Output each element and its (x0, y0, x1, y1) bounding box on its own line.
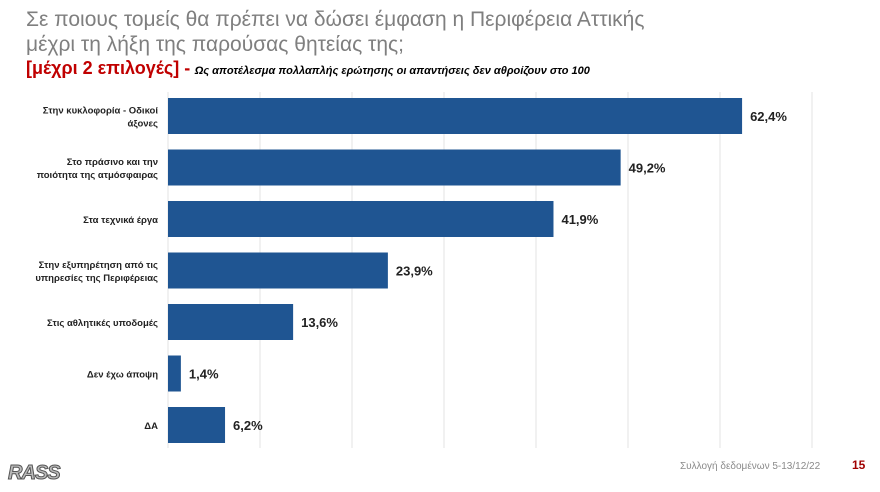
category-label: Στην κυκλοφορία - Οδικοί (43, 106, 159, 117)
category-label: ΔΑ (144, 421, 158, 432)
category-label: Στα τεχνικά έργα (83, 215, 158, 226)
data-label: 23,9% (396, 264, 433, 279)
category-label: άξονες (128, 119, 159, 130)
title-line-2: μέχρι τη λήξη της παρούσας θητείας της; (26, 33, 404, 56)
category-label: Στο πράσινο και την (67, 157, 158, 168)
category-label: Στην εξυπηρέτηση από τις (39, 260, 158, 271)
subtitle: [μέχρι 2 επιλογές] - Ως αποτέλεσμα πολλα… (26, 58, 590, 79)
bar (168, 149, 621, 186)
bar (168, 355, 181, 392)
category-label: υπηρεσίες της Περιφέρειας (35, 273, 158, 284)
bar (168, 407, 226, 443)
bar (168, 252, 388, 289)
title-line-1: Σε ποιους τομείς θα πρέπει να δώσει έμφα… (26, 8, 645, 31)
subtitle-choices: [μέχρι 2 επιλογές] - (26, 58, 191, 78)
data-label: 6,2% (233, 418, 263, 433)
data-label: 1,4% (189, 367, 219, 382)
data-collection-date: Συλλογή δεδομένων 5-13/12/22 (680, 461, 821, 472)
category-label: Δεν έχω άποψη (87, 370, 158, 381)
rass-logo: RASS (8, 462, 62, 485)
bar (168, 201, 554, 237)
category-label: Στις αθλητικές υποδομές (47, 318, 158, 329)
data-label: 62,4% (750, 109, 787, 124)
data-label: 49,2% (629, 161, 666, 176)
data-label: 41,9% (561, 212, 598, 227)
bar (168, 304, 294, 340)
data-label: 13,6% (301, 315, 338, 330)
bar (168, 98, 743, 134)
subtitle-note: Ως αποτέλεσμα πολλαπλής ερώτησης οι απαν… (194, 65, 590, 77)
category-label: ποιότητα της ατμόσφαιρας (37, 170, 158, 181)
page-number: 15 (852, 458, 866, 472)
